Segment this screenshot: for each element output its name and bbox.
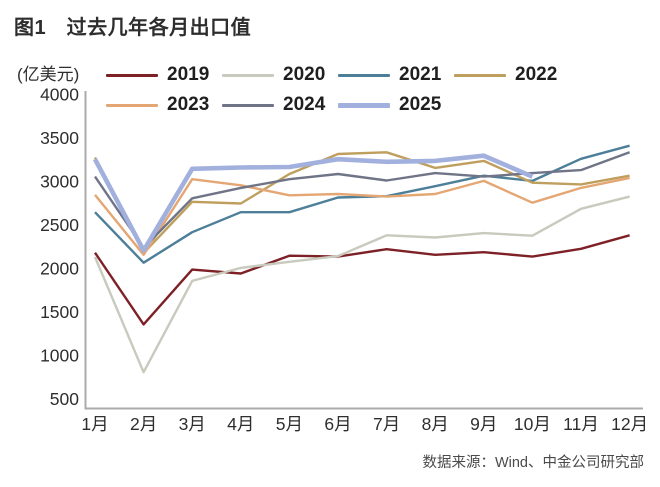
x-tick-label: 3月 xyxy=(179,414,206,434)
y-tick-label: 3500 xyxy=(40,128,79,148)
data-source-note: 数据来源：Wind、中金公司研究部 xyxy=(422,455,644,471)
legend: 2019 2020 2021 2022 2023 2024 xyxy=(106,60,646,120)
legend-swatch-2022 xyxy=(454,73,506,77)
x-tick-label: 2月 xyxy=(130,414,157,434)
legend-swatch-2024 xyxy=(222,103,274,107)
series-line-2021 xyxy=(94,144,630,264)
series-line-2019 xyxy=(94,234,630,326)
series-line-2023 xyxy=(94,176,630,257)
x-tick-label: 9月 xyxy=(470,414,497,434)
legend-label-2024: 2024 xyxy=(283,94,326,115)
x-tick-label: 8月 xyxy=(422,414,449,434)
series-line-2022 xyxy=(93,151,630,255)
legend-label-2019: 2019 xyxy=(167,64,210,85)
legend-swatch-2021 xyxy=(338,73,390,77)
y-tick-label: 2500 xyxy=(40,215,79,235)
y-tick-label: 1000 xyxy=(40,345,79,365)
y-tick-label: 500 xyxy=(50,389,79,409)
legend-label-2022: 2022 xyxy=(515,64,558,85)
y-tick-label: 3000 xyxy=(40,171,79,191)
x-tick-label: 1月 xyxy=(81,414,108,434)
legend-label-2020: 2020 xyxy=(283,64,326,85)
legend-swatch-2025 xyxy=(338,102,390,108)
y-tick-label: 1500 xyxy=(40,302,79,322)
legend-item-2019: 2019 xyxy=(106,64,222,86)
legend-swatch-2023 xyxy=(106,103,158,107)
y-axis-unit-label: (亿美元) xyxy=(17,65,80,84)
y-tick-label: 4000 xyxy=(40,85,79,105)
chart-title: 图1 过去几年各月出口值 xyxy=(14,17,252,39)
x-tick-label: 7月 xyxy=(373,414,400,434)
legend-row-2: 2023 2024 2025 xyxy=(106,90,646,120)
legend-item-2023: 2023 xyxy=(106,94,222,116)
series-line-2025 xyxy=(92,153,534,253)
x-tick-label: 6月 xyxy=(324,414,351,434)
legend-label-2025: 2025 xyxy=(399,94,442,115)
legend-item-2022: 2022 xyxy=(454,64,570,86)
series-line-2024 xyxy=(94,151,631,250)
y-tick-label: 2000 xyxy=(40,258,79,278)
legend-item-2021: 2021 xyxy=(338,64,454,86)
x-tick-label: 12月 xyxy=(611,414,648,434)
x-tick-label: 10月 xyxy=(514,414,551,434)
legend-item-2020: 2020 xyxy=(222,64,338,86)
legend-item-2025: 2025 xyxy=(338,94,454,116)
legend-row-1: 2019 2020 2021 2022 xyxy=(106,60,646,90)
legend-swatch-2020 xyxy=(222,73,274,77)
x-tick-label: 11月 xyxy=(563,414,599,434)
legend-label-2021: 2021 xyxy=(399,64,442,85)
legend-item-2024: 2024 xyxy=(222,94,338,116)
legend-swatch-2019 xyxy=(106,73,158,77)
legend-label-2023: 2023 xyxy=(167,94,210,115)
x-tick-label: 5月 xyxy=(276,414,303,434)
x-tick-label: 4月 xyxy=(227,414,254,434)
series-line-2020 xyxy=(93,195,630,374)
